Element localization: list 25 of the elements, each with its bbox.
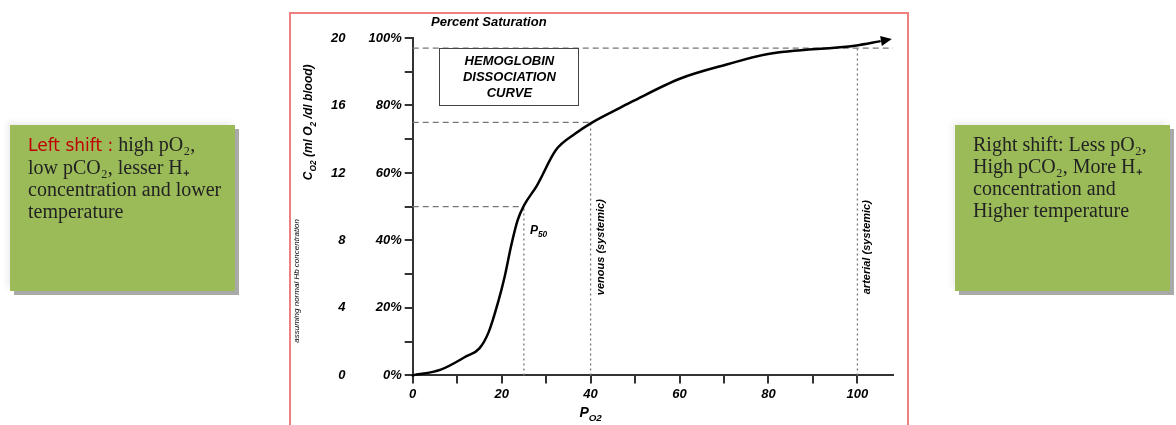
x-tick-label: 0 bbox=[409, 385, 418, 401]
ref-line-label: venous (systemic) bbox=[593, 198, 606, 296]
y2-tick-label: 16 bbox=[330, 97, 347, 113]
y2-tick-label: 4 bbox=[337, 299, 347, 315]
title-frame: HEMOGLOBIN DISSOCIATION CURVE bbox=[439, 48, 580, 107]
y-axis-title: Percent Saturation bbox=[431, 13, 547, 29]
y-tick-label: 60% bbox=[375, 164, 403, 180]
text: Left shift : high pO₂, low pCO₂, lesser H₊ concentration and lower temperature bbox=[10, 125, 235, 291]
y2-tick-label: 12 bbox=[330, 164, 347, 180]
x-tick-label: 100 bbox=[846, 385, 870, 401]
y2-tick-label: 8 bbox=[338, 232, 347, 248]
text: Right shift: Less pO₂, High pCO₂, More H₊ concentration and Higher temperature bbox=[955, 125, 1170, 291]
y-tick-label: 20% bbox=[374, 299, 403, 315]
y-tick-label: 40% bbox=[374, 232, 403, 248]
y-tick-label: 0% bbox=[382, 366, 403, 382]
y2-tick-label: 0 bbox=[338, 366, 347, 382]
ref-line-label: arterial (systemic) bbox=[860, 199, 873, 295]
text: assuming normal Hb concentration bbox=[292, 218, 302, 343]
y2-tick-label: 20 bbox=[329, 29, 347, 45]
y-tick-label: 80% bbox=[375, 97, 403, 113]
x-tick-label: 60 bbox=[672, 385, 688, 401]
x-tick-label: 40 bbox=[582, 385, 599, 401]
y-tick-label: 100% bbox=[368, 29, 403, 45]
x-tick-label: 20 bbox=[493, 385, 510, 401]
x-tick-label: 80 bbox=[761, 385, 777, 401]
